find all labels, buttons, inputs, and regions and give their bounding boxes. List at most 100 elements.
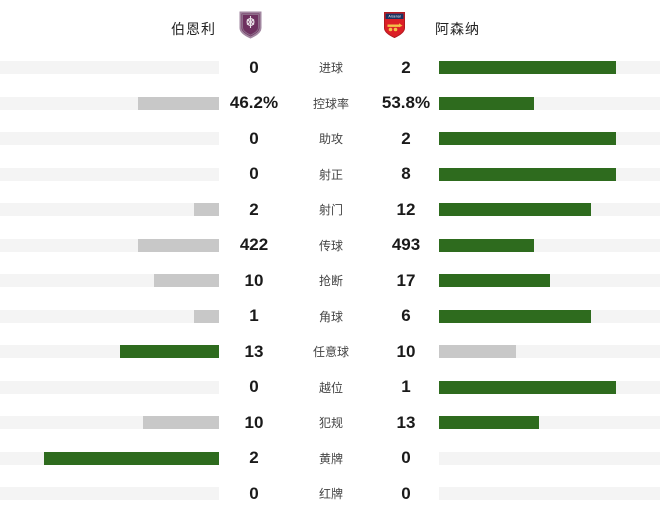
stat-row: 10 犯规 13	[0, 405, 660, 441]
stat-row: 10 抢断 17	[0, 263, 660, 299]
home-stat-bar-fill	[138, 238, 219, 252]
away-stat-value: 2	[401, 57, 411, 77]
away-stat-value: 12	[396, 199, 416, 219]
stat-row: 0 红牌 0	[0, 476, 660, 512]
away-stat-bar-track	[439, 416, 660, 430]
away-stat-bar-track	[439, 274, 660, 288]
away-stat-bar-fill	[439, 132, 616, 146]
away-stat-bar-track	[439, 132, 660, 146]
home-stat-bar-track	[0, 167, 219, 181]
away-stat-bar-fill	[439, 416, 539, 430]
home-stat-bar-fill	[138, 96, 219, 110]
stat-label: 进球	[318, 61, 343, 76]
away-stat-bar-fill	[439, 61, 616, 75]
away-stat-value: 13	[396, 412, 416, 432]
stat-label: 红牌	[318, 487, 343, 502]
away-stat-bar-track	[439, 380, 660, 394]
stats-rows-container: 0 进球 2 46.2% 控球率 53.8% 0 助攻 2	[0, 50, 660, 512]
away-stat-value: 2	[401, 128, 411, 148]
home-stat-bar-track	[0, 96, 219, 110]
away-stat-value: 8	[401, 164, 411, 184]
arsenal-badge-icon: Arsenal	[384, 12, 405, 39]
stat-row: 0 助攻 2	[0, 121, 660, 157]
home-stat-value: 0	[249, 57, 259, 77]
away-stat-bar-track	[439, 487, 660, 501]
home-stat-value: 0	[249, 377, 259, 397]
away-stat-bar-track	[439, 345, 660, 359]
home-stat-bar-track	[0, 274, 219, 288]
home-stat-value: 1	[249, 306, 259, 326]
stat-label: 助攻	[318, 132, 343, 147]
stat-row: 2 黄牌 0	[0, 441, 660, 477]
away-stat-value: 0	[401, 483, 411, 503]
away-stat-bar-fill	[439, 96, 535, 110]
away-stat-bar-fill	[439, 238, 535, 252]
stat-label: 射正	[318, 167, 343, 182]
away-stat-bar-fill	[439, 345, 516, 359]
home-stat-bar-track	[0, 345, 219, 359]
away-stat-bar-track	[439, 167, 660, 181]
stat-label: 抢断	[318, 274, 343, 289]
home-stat-value: 0	[249, 128, 259, 148]
home-stat-bar-track	[0, 203, 219, 217]
home-stat-bar-fill	[193, 203, 219, 217]
away-stat-bar-track	[439, 238, 660, 252]
stat-row: 0 射正 8	[0, 157, 660, 193]
home-stat-value: 0	[249, 483, 259, 503]
stat-label: 射门	[318, 203, 343, 218]
stat-row: 46.2% 控球率 53.8%	[0, 86, 660, 122]
away-stat-bar-track	[439, 96, 660, 110]
home-stat-value: 10	[244, 270, 264, 290]
stat-row: 2 射门 12	[0, 192, 660, 228]
home-stat-bar-fill	[193, 309, 219, 323]
home-stat-bar-track	[0, 487, 219, 501]
stat-row: 1 角球 6	[0, 299, 660, 335]
home-stat-value: 10	[244, 412, 264, 432]
away-stat-bar-fill	[439, 380, 616, 394]
home-stat-bar-fill	[43, 451, 219, 465]
home-stat-value: 13	[244, 341, 264, 361]
home-stat-bar-track	[0, 451, 219, 465]
home-stat-bar-fill	[154, 274, 219, 288]
stat-label: 黄牌	[318, 451, 343, 466]
home-stat-bar-fill	[119, 345, 219, 359]
away-stat-bar-track	[439, 203, 660, 217]
away-team-name: 阿森纳	[435, 21, 480, 37]
home-stat-value: 422	[239, 235, 269, 255]
away-stat-value: 10	[396, 341, 416, 361]
away-stat-bar-fill	[439, 274, 551, 288]
stat-label: 控球率	[312, 96, 349, 111]
home-team-name: 伯恩利	[171, 21, 216, 37]
away-stat-bar-fill	[439, 167, 616, 181]
home-stat-bar-fill	[142, 416, 219, 430]
stat-label: 犯规	[318, 416, 343, 431]
away-stat-value: 0	[401, 448, 411, 468]
home-stat-value: 0	[249, 164, 259, 184]
home-stat-bar-track	[0, 238, 219, 252]
away-stat-value: 493	[391, 235, 421, 255]
burnley-badge-icon	[239, 11, 262, 39]
home-stat-bar-track	[0, 416, 219, 430]
stat-label: 传球	[318, 238, 343, 253]
home-stat-value: 46.2%	[229, 93, 279, 113]
away-stat-value: 6	[401, 306, 411, 326]
match-stats-header: 伯恩利 Arsenal 阿森纳	[0, 0, 660, 50]
away-stat-bar-track	[439, 451, 660, 465]
away-stat-value: 1	[401, 377, 411, 397]
away-stat-value: 53.8%	[381, 93, 431, 113]
stat-row: 422 传球 493	[0, 228, 660, 264]
away-stat-bar-fill	[439, 309, 591, 323]
away-stat-bar-track	[439, 309, 660, 323]
home-stat-bar-track	[0, 309, 219, 323]
stat-row: 13 任意球 10	[0, 334, 660, 370]
stat-row: 0 越位 1	[0, 370, 660, 406]
stat-label: 任意球	[312, 345, 349, 360]
stat-row: 0 进球 2	[0, 50, 660, 86]
arsenal-badge-text: Arsenal	[388, 15, 400, 19]
home-stat-bar-track	[0, 132, 219, 146]
away-stat-bar-track	[439, 61, 660, 75]
stat-label: 越位	[318, 380, 343, 395]
stat-label: 角球	[318, 309, 343, 324]
home-stat-value: 2	[249, 199, 259, 219]
home-stat-bar-track	[0, 380, 219, 394]
